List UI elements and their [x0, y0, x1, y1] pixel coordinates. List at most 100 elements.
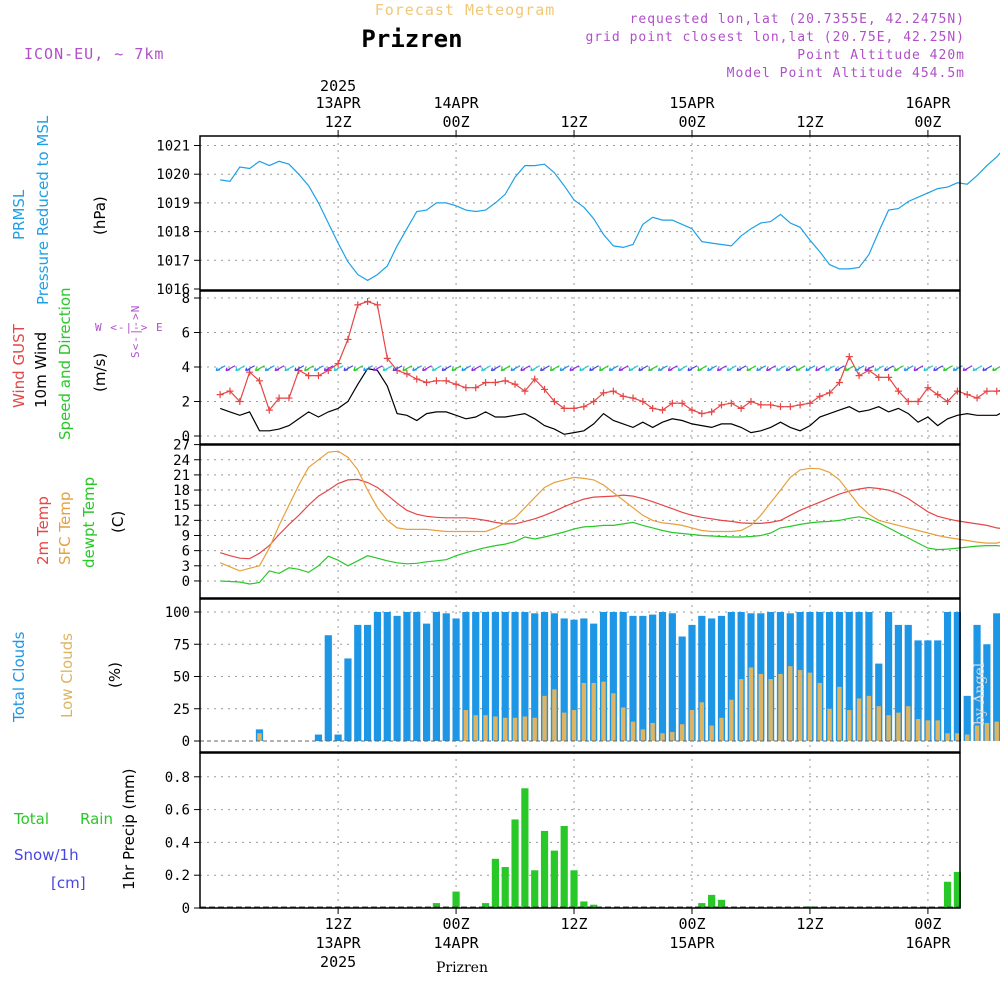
- total-clouds-bar: [501, 612, 509, 741]
- wind-gust-point: [452, 380, 460, 388]
- pressure-labels: PRMSL Pressure Reduced to MSL (hPa): [10, 115, 109, 305]
- wind-direction-arrow: [559, 365, 570, 372]
- rain-bar: [491, 858, 499, 908]
- precip-ytick-label: 0.2: [165, 868, 190, 884]
- low-clouds-bar: [886, 715, 891, 741]
- wind-direction-arrow: [893, 365, 904, 372]
- total-clouds-bar: [472, 612, 480, 741]
- credit-watermark: by Angel: [972, 662, 988, 725]
- wind-direction-arrow: [648, 365, 658, 372]
- wind-direction-arrow: [903, 365, 914, 372]
- total-clouds-bar: [875, 663, 883, 741]
- wind-gust-point: [531, 375, 539, 383]
- compass-ns: S<-|->N: [129, 305, 142, 358]
- gust-label: Wind GUST: [10, 323, 28, 408]
- wind-direction-arrow: [294, 365, 305, 372]
- low-clouds-bar: [552, 689, 557, 741]
- sfc-temp-line: [219, 450, 1000, 572]
- wind-direction-arrow: [372, 365, 383, 372]
- rain-bar: [501, 867, 509, 908]
- wind-direction-arrow: [215, 365, 226, 372]
- chart-subtitle: Forecast Meteogram: [375, 1, 556, 19]
- pressure-ytick-label: 1021: [156, 139, 190, 155]
- wind-direction-arrow: [539, 365, 550, 372]
- wind-gust-point: [835, 379, 843, 387]
- low-clouds-bar: [581, 682, 587, 741]
- wind-gust-point: [236, 398, 244, 405]
- low-clouds-bar: [512, 717, 518, 741]
- low-clouds-bar: [955, 733, 960, 741]
- low-clouds-bar: [630, 721, 636, 741]
- bottom-time-label: 00Z: [914, 915, 941, 933]
- wind-gust-point: [314, 372, 322, 380]
- wind-direction-arrow: [598, 365, 609, 372]
- total-clouds-bar: [580, 618, 588, 741]
- precip-ytick-label: 0.8: [165, 770, 190, 786]
- c-unit-label: (C): [109, 511, 127, 533]
- wind-direction-arrow: [834, 365, 845, 372]
- total-clouds-bar: [855, 612, 863, 741]
- frame-layer: [199, 135, 961, 909]
- cm-label: [cm]: [51, 874, 86, 892]
- wind-direction-arrow: [264, 365, 275, 372]
- wind-direction-arrow: [520, 365, 531, 372]
- top-time-label: 12Z: [560, 113, 587, 131]
- total-clouds-bar: [963, 695, 971, 741]
- wind-gust-point: [708, 408, 716, 416]
- wind-direction-arrow: [756, 365, 767, 372]
- rain-bar: [511, 819, 519, 908]
- wind-direction-arrow: [353, 365, 364, 372]
- wind-ytick-label: 6: [182, 326, 190, 342]
- precip-unit-label: 1hr Precip (mm): [120, 769, 138, 890]
- top-date-label: 14APR: [433, 94, 479, 112]
- low-clouds-bar: [778, 673, 783, 741]
- rain-bar: [540, 830, 549, 908]
- pressure-panel-frame: [199, 135, 961, 291]
- low-clouds-bar: [522, 716, 528, 741]
- low-clouds-bar: [503, 717, 508, 741]
- wind-direction-arrow: [382, 365, 393, 372]
- wind-direction-arrow: [589, 365, 599, 372]
- precip-panel-frame: [199, 752, 961, 909]
- wind-gust-point: [364, 297, 372, 305]
- wind-gust-point: [993, 387, 1000, 395]
- low-clouds-bar: [925, 720, 931, 741]
- low-clouds-bar: [650, 722, 655, 741]
- prmsl-line: [220, 152, 1000, 282]
- wind-direction-arrow: [313, 365, 324, 372]
- total-clouds-bar: [599, 612, 608, 741]
- wind-direction-arrow: [431, 365, 442, 372]
- prmsl-label: PRMSL: [10, 189, 28, 240]
- data-layer: [200, 152, 1000, 908]
- 2m-temp-line: [220, 478, 1000, 560]
- wind-direction-arrow: [657, 365, 668, 372]
- low-clouds-bar: [797, 670, 803, 741]
- wind-direction-arrow: [363, 365, 373, 372]
- total-clouds-bar: [924, 640, 932, 741]
- low-clouds-bar: [473, 715, 478, 741]
- wind-direction-arrow: [677, 365, 688, 372]
- total-clouds-bar: [658, 612, 667, 741]
- wind-direction-arrow: [422, 365, 432, 372]
- wind-gust-point: [894, 387, 902, 395]
- model-altitude: Model Point Altitude 454.5m: [727, 66, 965, 81]
- rain-bar: [570, 870, 578, 908]
- wind-gust-point: [580, 403, 588, 411]
- wind-gust-point: [413, 375, 421, 383]
- wind-gust-point: [737, 404, 745, 412]
- low-clouds-bar: [984, 722, 990, 741]
- ms-unit-label: (m/s): [91, 353, 109, 392]
- wind-gust-point: [924, 384, 932, 392]
- low-clouds-bar: [768, 679, 773, 741]
- wind-direction-arrow: [461, 365, 472, 372]
- total-clouds-bar: [314, 734, 323, 741]
- wind-gust-point: [255, 377, 263, 385]
- rain-label: Rain: [80, 810, 113, 828]
- wind-direction-arrow: [952, 365, 963, 372]
- low-clouds-bar: [915, 719, 921, 741]
- total-clouds-bar: [354, 624, 362, 741]
- low-clouds-bar: [906, 706, 911, 741]
- rain-bar: [560, 826, 568, 908]
- wind-dir-label: Speed and Direction: [56, 287, 74, 440]
- low-clouds-label: Low Clouds: [58, 633, 76, 718]
